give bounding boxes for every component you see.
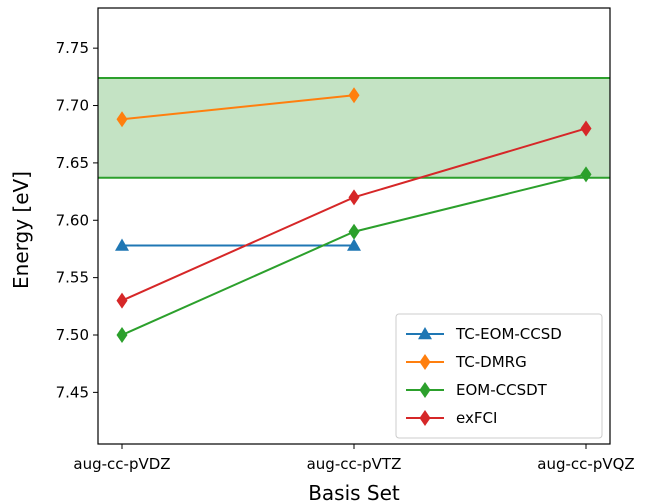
legend-box [395, 313, 603, 439]
series-line [121, 94, 355, 121]
legend-entry: exFCI [456, 409, 497, 427]
y-tick-label: 7.55 [56, 269, 89, 287]
data-point [348, 189, 360, 206]
y-tick-label: 7.50 [56, 326, 89, 344]
y-tick-label: 7.45 [56, 383, 89, 401]
data-point [116, 292, 128, 309]
y-tick-label: 7.65 [56, 154, 89, 172]
y-axis-label: Energy [eV] [9, 171, 33, 289]
legend-marker [419, 354, 431, 370]
data-point [348, 223, 360, 240]
legend: TC-EOM-CCSD TC-DMRG EOM-CCSDT exFCI [395, 313, 603, 439]
data-point [116, 327, 128, 343]
legend-entry: TC-DMRG [455, 353, 527, 371]
data-point [116, 111, 128, 128]
legend-entry: EOM-CCSDT [456, 381, 548, 399]
legend-marker [418, 327, 432, 340]
data-point [348, 87, 360, 104]
axes-layer: 7.45 7.50 7.55 7.60 7.65 7.70 7.75 aug-cc-pVDZ a… [56, 7, 635, 473]
y-tick-label: 7.75 [56, 39, 89, 57]
legend-entry: TC-EOM-CCSD [455, 325, 562, 343]
x-tick-label: aug-cc-pVTZ [307, 455, 402, 473]
x-axis-label: Basis Set [308, 481, 400, 504]
y-tick-label: 7.70 [56, 97, 89, 115]
data-point [115, 238, 129, 251]
x-tick-label: aug-cc-pVQZ [537, 455, 634, 473]
data-point [580, 166, 592, 183]
legend-marker [419, 382, 431, 398]
x-tick-label: aug-cc-pVDZ [73, 455, 170, 473]
data-point [347, 238, 361, 251]
series-layer [115, 87, 592, 343]
y-tick-label: 7.60 [56, 211, 89, 229]
data-point [580, 120, 592, 137]
legend-marker [419, 410, 431, 426]
